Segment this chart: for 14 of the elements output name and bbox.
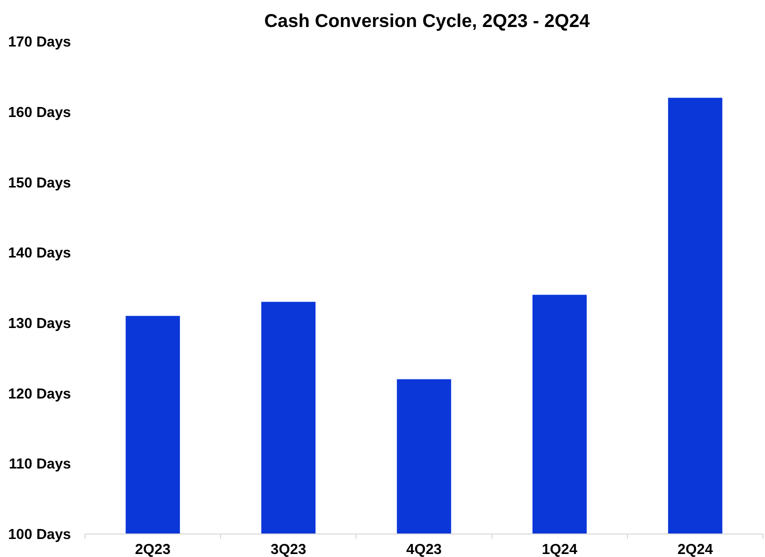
y-tick-label: 100 Days — [8, 527, 71, 544]
x-tick-label: 1Q24 — [542, 542, 578, 557]
y-tick-label: 160 Days — [8, 104, 71, 121]
y-tick-label: 150 Days — [8, 175, 71, 192]
x-tick-label: 2Q24 — [677, 542, 713, 557]
x-tick-label: 4Q23 — [406, 542, 442, 557]
y-tick-label: 170 Days — [8, 34, 71, 51]
y-tick-label: 140 Days — [8, 246, 71, 262]
chart-title: Cash Conversion Cycle, 2Q23 - 2Q24 — [264, 10, 590, 31]
x-tick-label: 2Q23 — [135, 542, 171, 557]
x-tick-label: 3Q23 — [270, 542, 306, 557]
y-tick-label: 130 Days — [8, 316, 71, 332]
y-tick-label: 120 Days — [8, 386, 71, 402]
y-tick-label: 110 Days — [8, 456, 71, 473]
